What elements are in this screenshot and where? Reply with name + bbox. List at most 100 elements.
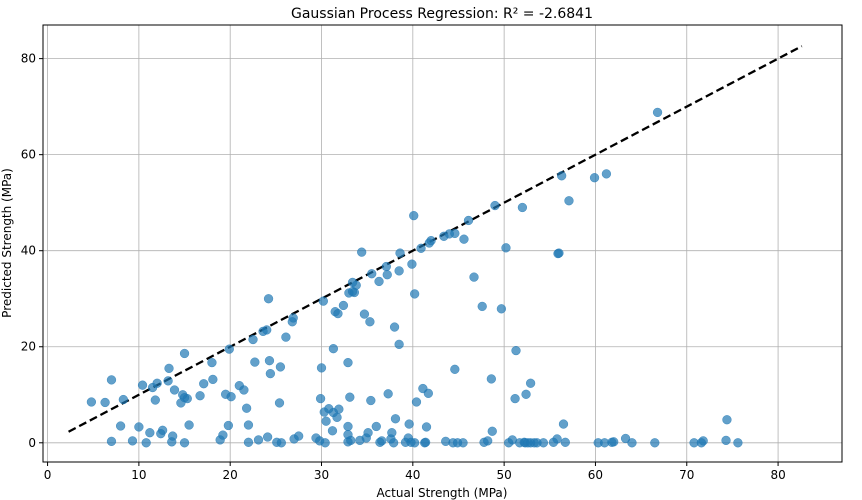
x-tick-label: 40 <box>405 468 420 482</box>
data-point <box>243 437 254 447</box>
data-point <box>409 438 420 448</box>
data-point <box>218 430 228 440</box>
data-point <box>589 173 600 183</box>
data-point <box>343 357 353 368</box>
data-point <box>521 389 531 399</box>
data-point <box>450 228 460 239</box>
x-tick-label: 10 <box>131 468 146 482</box>
data-point <box>195 391 205 401</box>
data-point <box>363 428 373 438</box>
data-point <box>560 437 570 447</box>
data-point <box>486 374 497 384</box>
data-point <box>394 266 404 276</box>
data-point <box>327 426 338 436</box>
data-point <box>338 300 349 311</box>
data-point <box>554 248 564 258</box>
data-point <box>274 398 285 408</box>
y-tick-label: 40 <box>21 244 36 258</box>
chart-title: Gaussian Process Regression: R² = -2.684… <box>291 6 593 22</box>
data-point <box>409 210 419 221</box>
data-point <box>262 432 273 442</box>
data-point <box>377 436 387 446</box>
data-point <box>426 235 436 246</box>
data-point <box>179 438 190 448</box>
data-point <box>395 248 405 258</box>
data-point <box>351 280 361 290</box>
data-point <box>250 357 260 367</box>
data-point <box>698 436 708 446</box>
data-point <box>650 438 660 448</box>
x-tick-label: 70 <box>679 468 694 482</box>
data-point <box>388 438 399 448</box>
data-point <box>223 420 234 431</box>
data-point <box>241 403 252 413</box>
x-tick-label: 80 <box>770 468 785 482</box>
data-point <box>420 437 431 447</box>
data-point <box>558 419 569 429</box>
data-point <box>601 169 612 179</box>
y-tick-label: 0 <box>28 436 36 450</box>
data-point <box>652 107 663 118</box>
data-point <box>239 385 249 395</box>
data-point <box>199 379 209 389</box>
data-point <box>357 247 367 257</box>
x-tick-label: 30 <box>314 468 329 482</box>
data-point <box>487 426 497 436</box>
data-point <box>106 375 117 385</box>
data-point <box>141 438 151 448</box>
data-point <box>469 272 479 282</box>
data-point <box>721 435 731 446</box>
x-tick-label: 20 <box>223 468 238 482</box>
data-point <box>346 435 356 446</box>
data-point <box>182 393 192 404</box>
data-point <box>207 357 217 368</box>
y-tick-label: 20 <box>21 340 36 354</box>
data-point <box>387 428 397 438</box>
data-point <box>407 259 417 269</box>
data-point <box>276 438 286 448</box>
data-point <box>164 363 174 374</box>
data-point <box>510 393 520 404</box>
data-point <box>169 385 180 395</box>
x-tick-label: 0 <box>44 468 52 482</box>
data-point <box>179 348 190 359</box>
data-point <box>321 416 331 426</box>
data-point <box>722 415 732 425</box>
data-point <box>501 243 511 253</box>
data-point <box>248 334 258 345</box>
data-point <box>253 435 264 445</box>
y-tick-label: 80 <box>21 52 36 66</box>
data-point <box>564 196 574 206</box>
x-tick-label: 60 <box>588 468 603 482</box>
data-point <box>320 438 330 448</box>
data-point <box>411 397 422 407</box>
plot-background <box>43 25 842 462</box>
data-point <box>552 434 562 444</box>
data-point <box>134 422 144 432</box>
data-point <box>409 289 420 299</box>
data-point <box>318 296 328 306</box>
data-point <box>557 171 567 181</box>
data-point <box>157 425 168 435</box>
data-point <box>262 325 272 335</box>
data-point <box>264 356 275 366</box>
data-point <box>359 309 370 319</box>
data-point <box>459 234 469 244</box>
data-point <box>463 215 474 226</box>
data-point <box>163 376 173 386</box>
plot-frame <box>42 24 843 463</box>
data-point <box>450 364 460 374</box>
data-point <box>332 412 342 422</box>
data-point <box>627 438 637 448</box>
grid-lines <box>43 25 842 462</box>
data-point <box>365 317 375 327</box>
data-point <box>86 397 97 407</box>
data-point <box>243 420 254 430</box>
data-point <box>168 431 178 441</box>
data-point <box>316 363 327 373</box>
data-point <box>288 313 298 323</box>
data-point <box>517 202 528 213</box>
data-point <box>100 397 110 408</box>
data-point <box>381 261 391 272</box>
